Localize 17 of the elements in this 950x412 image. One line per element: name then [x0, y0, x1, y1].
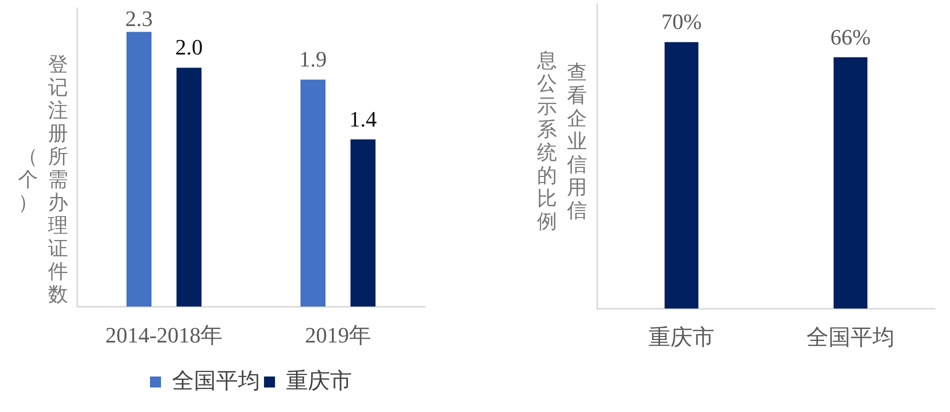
bar: [176, 68, 202, 307]
data-label: 1.4: [349, 106, 377, 132]
x-tick-label: 2019年: [305, 322, 371, 348]
text: 登记注册所需办理证件数（个）: [18, 54, 68, 306]
bar: [126, 32, 152, 307]
x-tick-label: 全国平均: [806, 324, 894, 350]
x-tick-label: 2014-2018年: [105, 322, 223, 348]
legend-label: 全国平均: [172, 368, 260, 393]
bar: [300, 80, 326, 307]
x-tick-label: 重庆市: [648, 324, 714, 350]
data-label: 2.0: [175, 34, 203, 60]
data-label: 2.3: [125, 6, 153, 31]
data-label: 66%: [830, 24, 871, 50]
bar: [350, 139, 376, 307]
data-label: 70%: [661, 9, 702, 34]
legend-label: 重庆市: [286, 368, 352, 393]
data-label: 1.9: [299, 46, 327, 72]
